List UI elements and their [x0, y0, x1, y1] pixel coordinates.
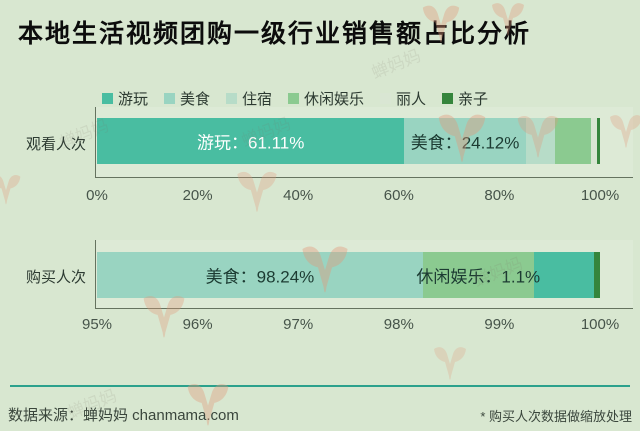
- legend-swatch: [163, 92, 175, 104]
- bar-segment-label: 游玩：61.11%: [196, 133, 305, 153]
- bar-segment: [591, 118, 598, 164]
- plot-area-views: 游玩：61.11% 美食：24.12%: [95, 107, 633, 178]
- x-axis-views: 0% 20% 40% 60% 80% 100%: [86, 187, 619, 205]
- bar-segment: [593, 252, 600, 298]
- legend-swatch: [225, 92, 237, 104]
- legend-label: 亲子: [458, 90, 489, 108]
- axis-tick-label: 97%: [283, 316, 314, 333]
- legend-item: 丽人: [380, 88, 426, 109]
- stacked-bar-purchases: 美食：98.24% 休闲娱乐：1.1%: [97, 252, 600, 298]
- watermark-icon: [0, 172, 24, 212]
- legend-label: 休闲娱乐: [304, 90, 365, 108]
- bar-segment: 美食：98.24%: [97, 252, 423, 298]
- legend-label: 丽人: [396, 90, 427, 108]
- legend-swatch: [442, 92, 454, 104]
- legend-item: 休闲娱乐: [288, 88, 364, 109]
- data-source-text: 数据来源：蝉妈妈 chanmama.com: [8, 407, 239, 424]
- x-axis-purchases: 95% 96% 97% 98% 99% 100%: [82, 316, 619, 334]
- legend-item: 住宿: [225, 88, 272, 109]
- axis-tick-label: 100%: [580, 187, 620, 204]
- legend-label: 游玩: [117, 90, 148, 108]
- legend-item: 亲子: [442, 88, 488, 109]
- legend-swatch: [101, 92, 113, 104]
- bar-segment: [525, 118, 555, 164]
- footnote-text: * 购买人次数据做缩放处理: [480, 409, 632, 424]
- axis-tick-label: 100%: [580, 316, 620, 333]
- bar-segment: [597, 118, 600, 164]
- legend: 游玩 美食 住宿 休闲娱乐 丽人 亲子: [40, 88, 550, 108]
- bar-segment-label: 休闲娱乐：1.1%: [416, 267, 541, 287]
- legend-item: 游玩: [101, 88, 148, 109]
- axis-tick-label: 40%: [283, 187, 314, 204]
- axis-tick-label: 96%: [182, 316, 213, 333]
- axis-tick-label: 20%: [182, 187, 213, 204]
- bar-segment: 休闲娱乐：1.1%: [416, 252, 540, 298]
- legend-swatch: [380, 92, 392, 104]
- legend-swatch: [288, 92, 299, 104]
- plot-area-purchases: 美食：98.24% 休闲娱乐：1.1%: [95, 240, 633, 309]
- bar-segment: [533, 252, 594, 298]
- bar-segment-label: 美食：98.24%: [205, 267, 315, 287]
- axis-tick-label: 80%: [484, 187, 515, 204]
- bar-segment-label: 美食：24.12%: [410, 133, 520, 153]
- stacked-bar-views: 游玩：61.11% 美食：24.12%: [97, 118, 600, 164]
- footer-divider: [10, 385, 630, 387]
- category-label-purchases: 购买人次: [25, 269, 86, 286]
- bar-segment: [554, 118, 592, 164]
- bar-segment: 游玩：61.11%: [97, 118, 405, 164]
- legend-label: 住宿: [241, 90, 272, 108]
- watermark-icon: [430, 344, 470, 388]
- axis-tick-label: 0%: [86, 187, 108, 204]
- axis-tick-label: 60%: [383, 187, 414, 204]
- legend-label: 美食: [179, 90, 210, 108]
- legend-item: 美食: [163, 88, 210, 109]
- axis-tick-label: 95%: [81, 316, 113, 333]
- axis-tick-label: 98%: [383, 316, 414, 333]
- bar-segment: 美食：24.12%: [404, 118, 526, 164]
- category-label-views: 观看人次: [25, 136, 86, 153]
- page-title: 本地生活视频团购一级行业销售额占比分析: [18, 20, 532, 48]
- axis-tick-label: 99%: [484, 316, 515, 333]
